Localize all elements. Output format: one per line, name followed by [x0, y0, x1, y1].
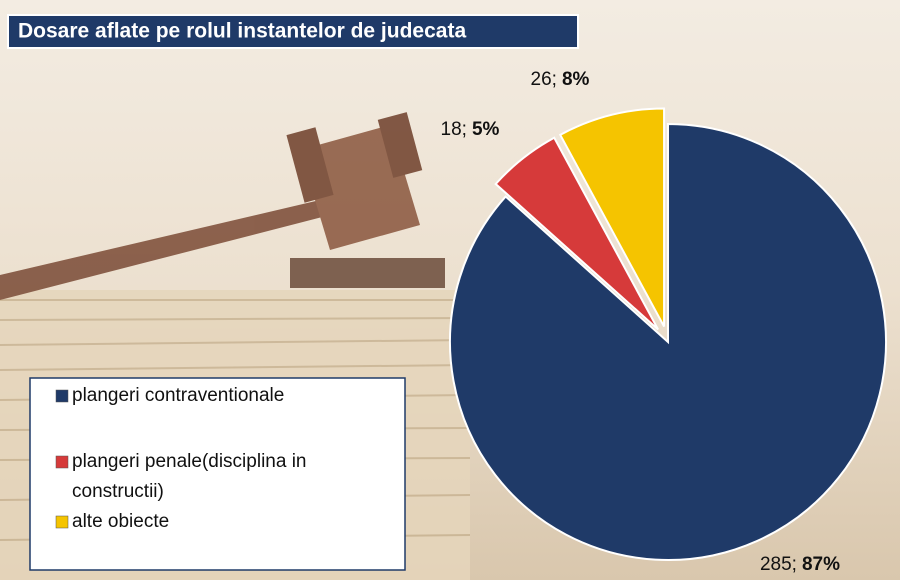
legend-swatch [56, 516, 68, 528]
value-label: 285; [760, 554, 797, 575]
legend-label: alte obiecte [72, 511, 169, 532]
percent-label: 87% [802, 554, 840, 575]
chart: Dosare aflate pe rolul instantelor de ju… [0, 0, 900, 580]
chart-title: Dosare aflate pe rolul instantelor de ju… [18, 20, 466, 43]
value-label: 18; [441, 119, 467, 140]
legend-swatch [56, 456, 68, 468]
legend-swatch [56, 390, 68, 402]
percent-label: 5% [472, 119, 500, 140]
legend-label: plangeri contraventionale [72, 385, 284, 406]
legend-label-line: plangeri penale(disciplina in [72, 451, 307, 472]
value-label: 26; [531, 69, 557, 90]
legend [30, 378, 405, 570]
percent-label: 8% [562, 69, 590, 90]
legend-label-line: constructii) [72, 481, 164, 502]
